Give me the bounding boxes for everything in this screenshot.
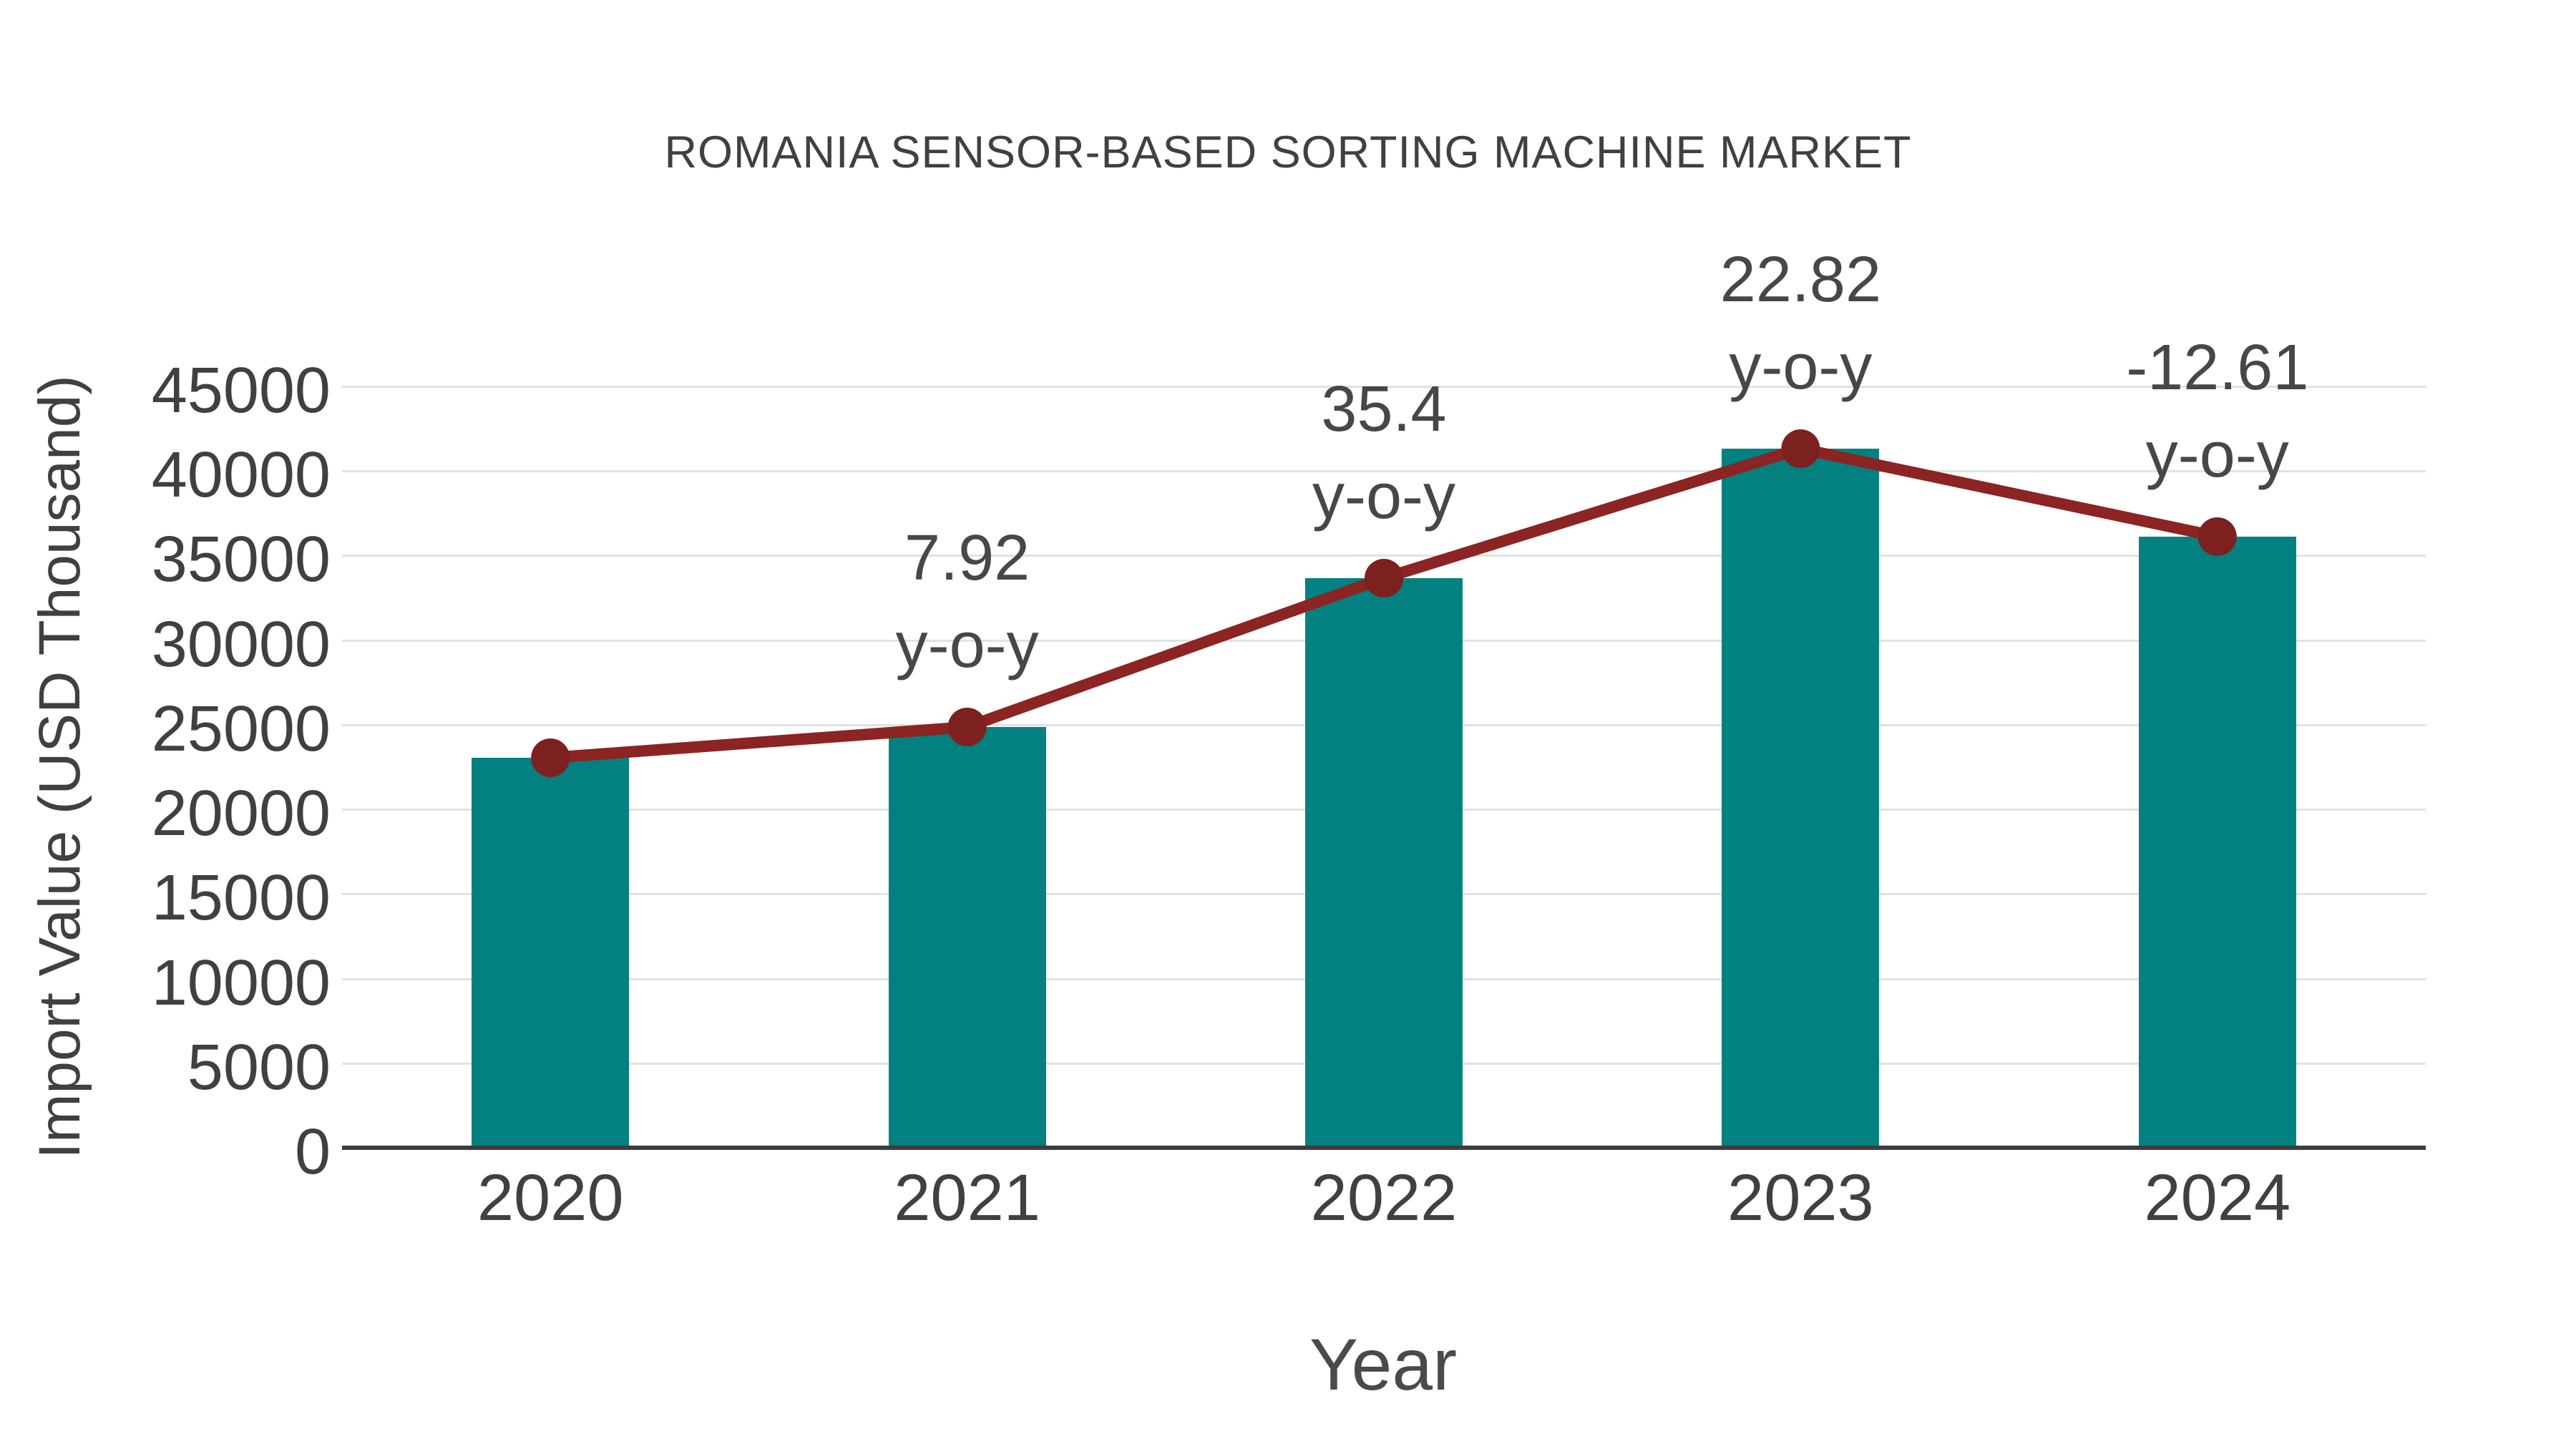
yoy-value-label-2023: 22.82 <box>1719 244 1882 316</box>
yoy-unit-label-2021: y-o-y <box>895 609 1039 681</box>
x-axis-title: Year <box>1309 1324 1458 1405</box>
y-tick-label-25000: 25000 <box>151 693 331 765</box>
bar-2024 <box>2138 536 2296 1148</box>
y-tick-label-35000: 35000 <box>151 524 331 596</box>
bar-2022 <box>1305 578 1463 1148</box>
yoy-value-label-2021: 7.92 <box>904 522 1030 594</box>
y-tick-label-5000: 5000 <box>187 1031 331 1103</box>
y-tick-label-40000: 40000 <box>151 439 331 512</box>
yoy-value-label-2024: -12.61 <box>2126 331 2309 404</box>
y-tick-label-20000: 20000 <box>151 778 331 850</box>
x-tick-label-2020: 2020 <box>477 1161 624 1234</box>
bar-2021 <box>888 726 1046 1148</box>
yoy-unit-label-2022: y-o-y <box>1312 461 1455 532</box>
bar-2020 <box>472 757 630 1148</box>
y-tick-label-15000: 15000 <box>151 862 331 935</box>
gridline-45000 <box>342 386 2426 388</box>
gridline-35000 <box>342 555 2426 557</box>
chart-title: ROMANIA SENSOR-BASED SORTING MACHINE MAR… <box>664 127 1912 177</box>
x-tick-label-2021: 2021 <box>894 1161 1040 1234</box>
y-axis-title: Import Value (USD Thousand) <box>27 375 92 1159</box>
x-tick-label-2022: 2022 <box>1310 1161 1458 1234</box>
y-tick-label-45000: 45000 <box>151 355 331 426</box>
x-tick-label-2024: 2024 <box>2144 1161 2291 1234</box>
y-tick-label-30000: 30000 <box>151 608 331 680</box>
yoy-value-label-2022: 35.4 <box>1321 374 1447 445</box>
bar-2023 <box>1722 449 1880 1148</box>
y-tick-label-10000: 10000 <box>151 947 331 1019</box>
x-tick-label-2023: 2023 <box>1727 1161 1874 1234</box>
y-tick-label-0: 0 <box>294 1116 331 1188</box>
yoy-unit-label-2024: y-o-y <box>2145 419 2289 491</box>
yoy-unit-label-2023: y-o-y <box>1729 331 1873 403</box>
x-axis-baseline <box>342 1146 2426 1150</box>
